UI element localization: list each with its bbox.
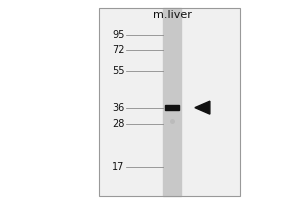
Bar [99,8,240,196]
Bar [163,8,182,196]
Text: 55: 55 [112,66,124,76]
Text: 17: 17 [112,162,124,172]
Bar [99,8,240,196]
Text: m.liver: m.liver [153,10,192,20]
Bar [165,105,179,110]
Polygon shape [195,101,210,114]
Text: 28: 28 [112,119,124,129]
Text: 95: 95 [112,30,124,40]
Text: 72: 72 [112,45,124,55]
Text: 36: 36 [112,103,124,113]
